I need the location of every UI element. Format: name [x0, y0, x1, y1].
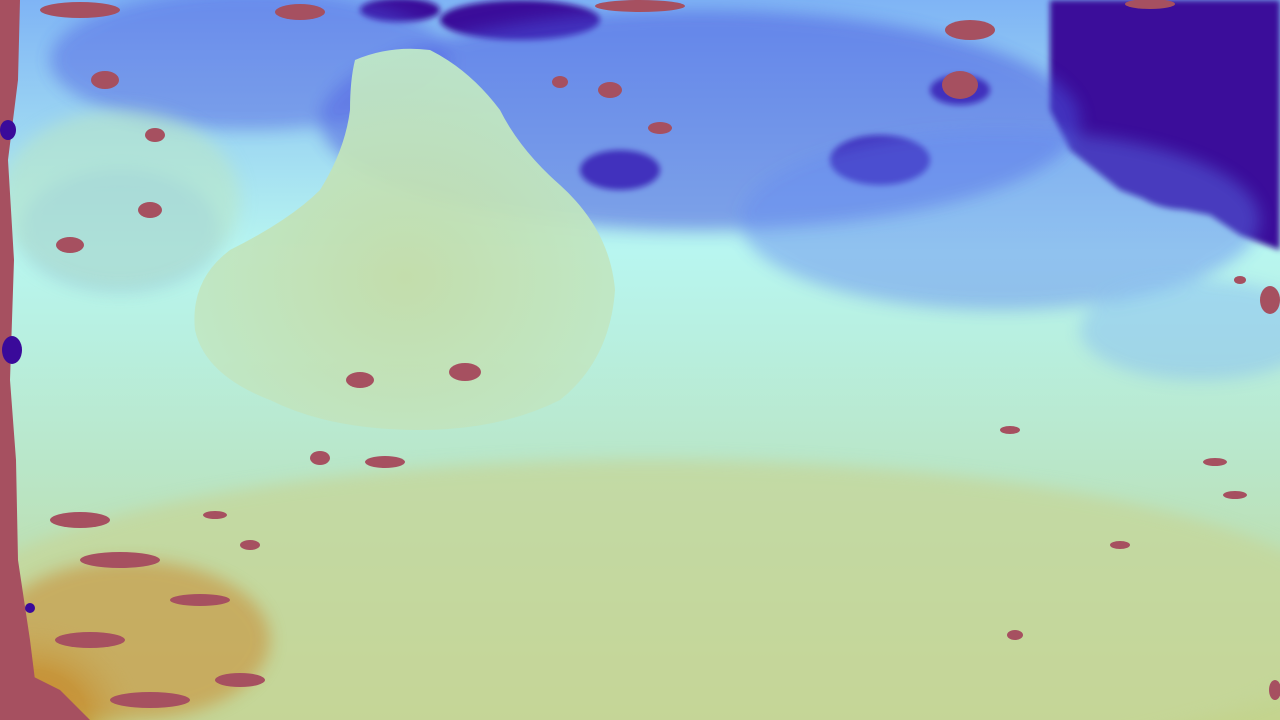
far-speckles	[0, 120, 35, 613]
foreground-object	[194, 48, 615, 430]
